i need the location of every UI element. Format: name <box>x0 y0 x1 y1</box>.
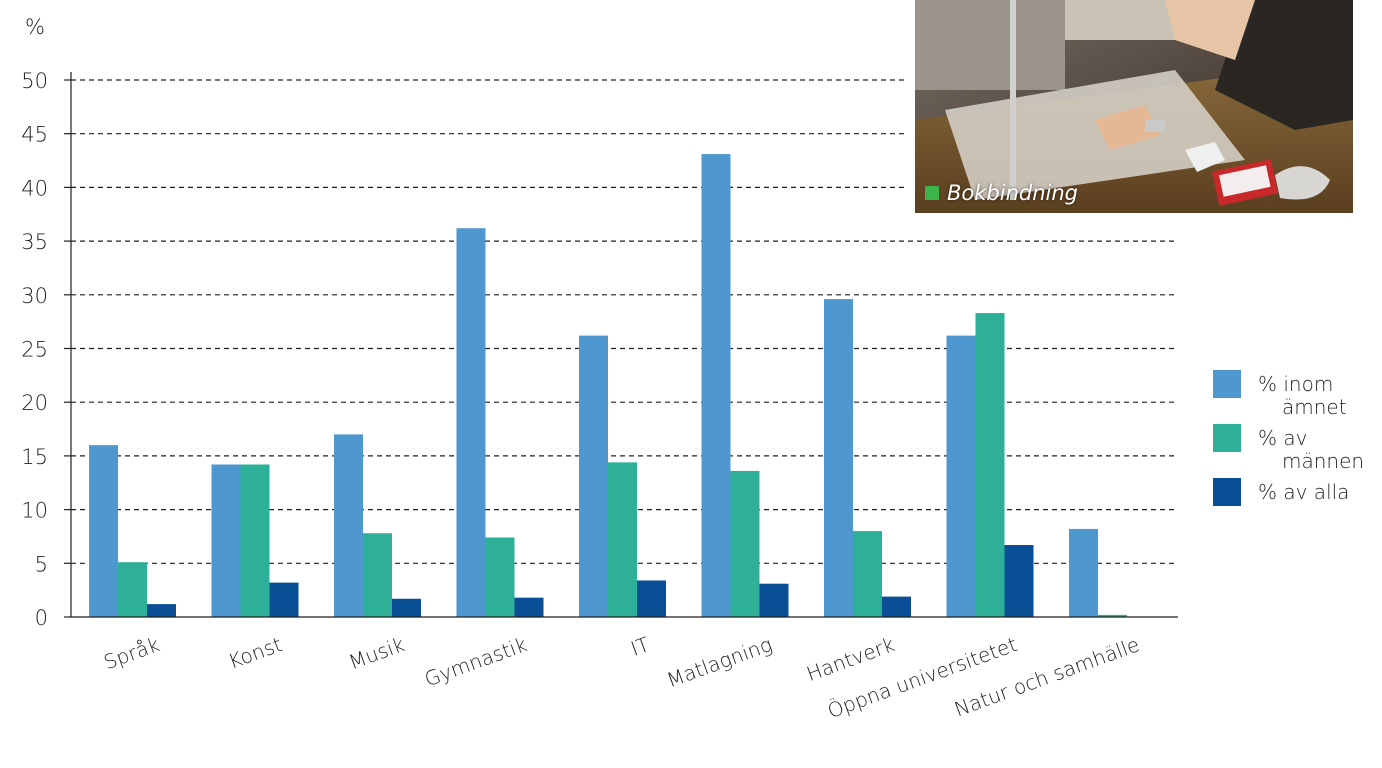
y-tick-label: 35 <box>21 230 48 254</box>
bar <box>853 531 882 617</box>
bar <box>1098 614 1127 617</box>
photo-image <box>915 0 1353 213</box>
legend-swatch <box>1213 478 1241 506</box>
y-tick-label: 0 <box>35 606 48 630</box>
legend-label: % av <box>1258 426 1307 450</box>
category-label: Matlagning <box>664 632 776 692</box>
legend-label: männen <box>1282 449 1364 473</box>
bar <box>147 604 176 617</box>
y-tick-label: 10 <box>21 499 48 523</box>
bar <box>824 299 853 617</box>
bar <box>637 580 666 617</box>
caption-marker-icon <box>925 186 939 200</box>
bar <box>456 228 486 617</box>
bar <box>211 464 241 617</box>
bar <box>579 335 608 617</box>
bar <box>608 462 637 617</box>
bar <box>240 464 270 617</box>
bar <box>269 582 299 617</box>
category-label: IT <box>627 632 652 661</box>
y-tick-label: 30 <box>21 284 48 308</box>
legend-label: ämnet <box>1282 395 1347 419</box>
photo-caption: Bokbindning <box>925 181 1078 205</box>
category-label: Språk <box>101 632 163 674</box>
y-tick-labels: 0 5 10 15 20 25 30 35 40 45 50 <box>21 69 48 630</box>
y-tick-label: 50 <box>21 69 48 93</box>
category-label: Musik <box>345 632 407 674</box>
y-tick-label: 5 <box>35 552 48 576</box>
legend-swatch <box>1213 424 1241 452</box>
bar <box>701 154 731 617</box>
y-tick-label: 40 <box>21 176 48 200</box>
category-label: Gymnastik <box>421 632 530 691</box>
legend-label: % inom <box>1258 372 1333 396</box>
legend-label: % av alla <box>1258 480 1349 504</box>
bar <box>514 597 544 617</box>
bars <box>89 154 1127 617</box>
bar <box>759 583 789 617</box>
legend-swatch <box>1213 370 1241 398</box>
category-labels: Språk Konst Musik Gymnastik IT Matlagning Hant… <box>101 632 1143 723</box>
axes <box>70 72 1178 618</box>
y-tick-label: 15 <box>21 445 48 469</box>
bar <box>730 470 760 617</box>
bar <box>975 313 1005 617</box>
bar <box>882 596 911 617</box>
category-label: Konst <box>225 632 285 673</box>
bar <box>485 537 515 617</box>
y-tick-label: 25 <box>21 338 48 362</box>
y-tick-label: 20 <box>21 391 48 415</box>
y-tick-label: 45 <box>21 123 48 147</box>
bar <box>946 335 976 617</box>
bar <box>89 445 118 617</box>
bar <box>1004 545 1034 617</box>
bookbinding-photo: Bokbindning <box>915 0 1353 213</box>
caption-text: Bokbindning <box>947 181 1079 205</box>
y-unit-label: % <box>25 15 45 39</box>
bar <box>334 434 363 617</box>
bar <box>118 562 147 617</box>
bar <box>363 533 392 617</box>
bar <box>392 598 421 617</box>
bar <box>1069 528 1098 617</box>
